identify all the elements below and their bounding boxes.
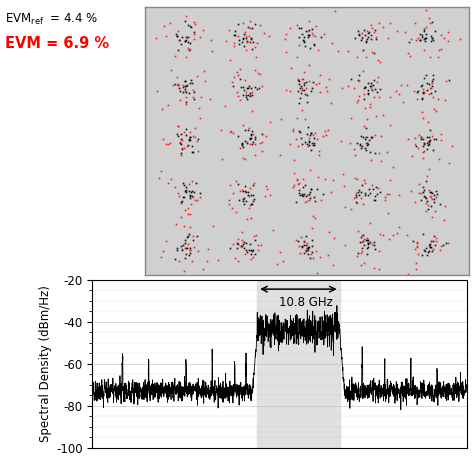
Text: EVM = 6.9 %: EVM = 6.9 % (5, 36, 109, 51)
Text: EVM$_{\mathregular{ref}}$  = 4.4 %: EVM$_{\mathregular{ref}}$ = 4.4 % (5, 12, 98, 27)
Bar (257, 280, 339, 448)
Text: 10.8 GHz: 10.8 GHz (279, 297, 333, 310)
Y-axis label: Spectral Density (dBm/Hz): Spectral Density (dBm/Hz) (39, 285, 52, 442)
